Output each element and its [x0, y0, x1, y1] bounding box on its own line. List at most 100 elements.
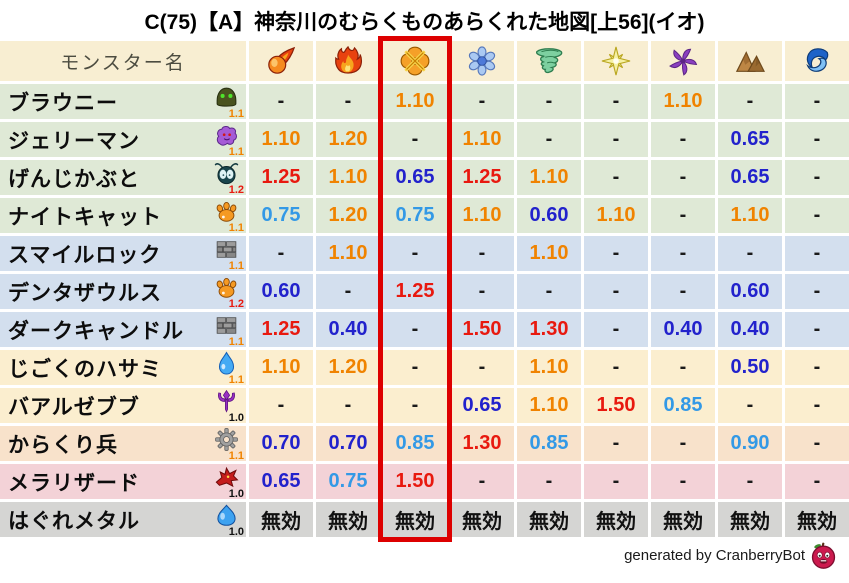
- value-cell-blaze: -: [316, 274, 380, 309]
- value-cell-earth: 0.60: [718, 274, 782, 309]
- value-cell-dark: 1.10: [651, 84, 715, 119]
- value-cell-water: 無効: [785, 502, 849, 537]
- monster-family: 1.2: [206, 160, 246, 195]
- value-cell-wind: 1.10: [517, 236, 581, 271]
- value-cell-dark: 0.85: [651, 388, 715, 423]
- value-cell-fire: 0.75: [249, 198, 313, 233]
- value-cell-earth: 0.90: [718, 426, 782, 461]
- value-cell-wind: 1.10: [517, 350, 581, 385]
- value-cell-wind: 0.60: [517, 198, 581, 233]
- value-cell-wind: 無効: [517, 502, 581, 537]
- value-cell-light: -: [584, 312, 648, 347]
- value-cell-earth: 0.40: [718, 312, 782, 347]
- monster-name: げんじかぶと: [8, 163, 206, 193]
- value-cell-light: -: [584, 160, 648, 195]
- value-cell-fire: 0.70: [249, 426, 313, 461]
- value-cell-explosion: -: [383, 236, 447, 271]
- value-cell-blaze: 1.10: [316, 160, 380, 195]
- value-cell-light: -: [584, 426, 648, 461]
- snowflake-icon: [467, 46, 497, 76]
- value-cell-dark: -: [651, 198, 715, 233]
- family-multiplier: 1.1: [229, 450, 244, 461]
- page-title: C(75)【A】神奈川のむらくものあらくれた地図[上56](イオ): [0, 0, 849, 41]
- value-cell-water: -: [785, 388, 849, 423]
- monster-name-cell: メラリザード1.0: [0, 464, 246, 499]
- family-multiplier: 1.2: [229, 184, 244, 195]
- value-cell-ice: 1.10: [450, 198, 514, 233]
- value-cell-wind: 1.10: [517, 160, 581, 195]
- monster-name-cell: ナイトキャット1.1: [0, 198, 246, 233]
- value-cell-dark: -: [651, 426, 715, 461]
- footer-credit: generated by CranberryBot: [624, 547, 805, 564]
- value-cell-fire: -: [249, 84, 313, 119]
- value-cell-water: -: [785, 312, 849, 347]
- value-cell-earth: -: [718, 84, 782, 119]
- value-cell-water: -: [785, 464, 849, 499]
- monster-name: ダークキャンドル: [8, 315, 206, 345]
- monster-name: ナイトキャット: [8, 201, 206, 231]
- value-cell-earth: 0.65: [718, 122, 782, 157]
- value-cell-light: 1.50: [584, 388, 648, 423]
- monster-family: 1.1: [206, 426, 246, 461]
- value-cell-earth: 0.50: [718, 350, 782, 385]
- monster-name-cell: じごくのハサミ 1.1: [0, 350, 246, 385]
- type-chart-table: モンスター名 ブラウニー1.1--1.10---1.10--ジェリーマン1.11…: [0, 41, 849, 537]
- value-cell-water: -: [785, 350, 849, 385]
- monster-name-cell: からくり兵1.1: [0, 426, 246, 461]
- value-cell-fire: 1.25: [249, 160, 313, 195]
- value-cell-fire: 1.10: [249, 122, 313, 157]
- page: C(75)【A】神奈川のむらくものあらくれた地図[上56](イオ) モンスター名…: [0, 0, 849, 583]
- value-cell-water: -: [785, 274, 849, 309]
- family-multiplier: 1.1: [229, 108, 244, 119]
- monster-family: 1.0: [206, 502, 246, 537]
- monster-name: デンタザウルス: [8, 277, 206, 307]
- monster-name: スマイルロック: [8, 239, 206, 269]
- monster-name: じごくのハサミ: [8, 353, 206, 383]
- value-cell-explosion: -: [383, 388, 447, 423]
- monster-name-cell: デンタザウルス1.2: [0, 274, 246, 309]
- header-cell-dark: [651, 41, 715, 81]
- value-cell-wind: 1.30: [517, 312, 581, 347]
- value-cell-blaze: 1.20: [316, 350, 380, 385]
- monster-name: ジェリーマン: [8, 125, 206, 155]
- family-multiplier: 1.1: [229, 336, 244, 347]
- value-cell-earth: -: [718, 236, 782, 271]
- monster-family: 1.1: [206, 350, 246, 385]
- value-cell-light: 1.10: [584, 198, 648, 233]
- value-cell-ice: -: [450, 350, 514, 385]
- value-cell-water: -: [785, 160, 849, 195]
- value-cell-ice: -: [450, 236, 514, 271]
- spark-icon: [601, 46, 631, 76]
- value-cell-earth: 無効: [718, 502, 782, 537]
- value-cell-blaze: 0.75: [316, 464, 380, 499]
- monster-name-cell: ダークキャンドル 1.1: [0, 312, 246, 347]
- explosion-icon: [400, 46, 430, 76]
- value-cell-fire: 1.10: [249, 350, 313, 385]
- value-cell-blaze: -: [316, 84, 380, 119]
- value-cell-blaze: 0.40: [316, 312, 380, 347]
- value-cell-dark: -: [651, 122, 715, 157]
- value-cell-dark: -: [651, 350, 715, 385]
- value-cell-earth: -: [718, 464, 782, 499]
- value-cell-ice: 1.25: [450, 160, 514, 195]
- value-cell-light: -: [584, 84, 648, 119]
- value-cell-wind: -: [517, 274, 581, 309]
- monster-family: 1.1: [206, 198, 246, 233]
- value-cell-explosion: -: [383, 312, 447, 347]
- monster-name-cell: げんじかぶと 1.2: [0, 160, 246, 195]
- value-cell-fire: 0.60: [249, 274, 313, 309]
- monster-name-cell: ジェリーマン1.1: [0, 122, 246, 157]
- monster-name-cell: バアルゼブブ1.0: [0, 388, 246, 423]
- monster-name-cell: はぐれメタル1.0: [0, 502, 246, 537]
- header-cell-explosion: [383, 41, 447, 81]
- monster-family: 1.1: [206, 122, 246, 157]
- value-cell-water: -: [785, 198, 849, 233]
- mountain-icon: [735, 46, 765, 76]
- value-cell-explosion: 1.10: [383, 84, 447, 119]
- value-cell-ice: 0.65: [450, 388, 514, 423]
- value-cell-water: -: [785, 426, 849, 461]
- family-multiplier: 1.1: [229, 374, 244, 385]
- monster-family: 1.0: [206, 388, 246, 423]
- value-cell-dark: 無効: [651, 502, 715, 537]
- family-multiplier: 1.1: [229, 260, 244, 271]
